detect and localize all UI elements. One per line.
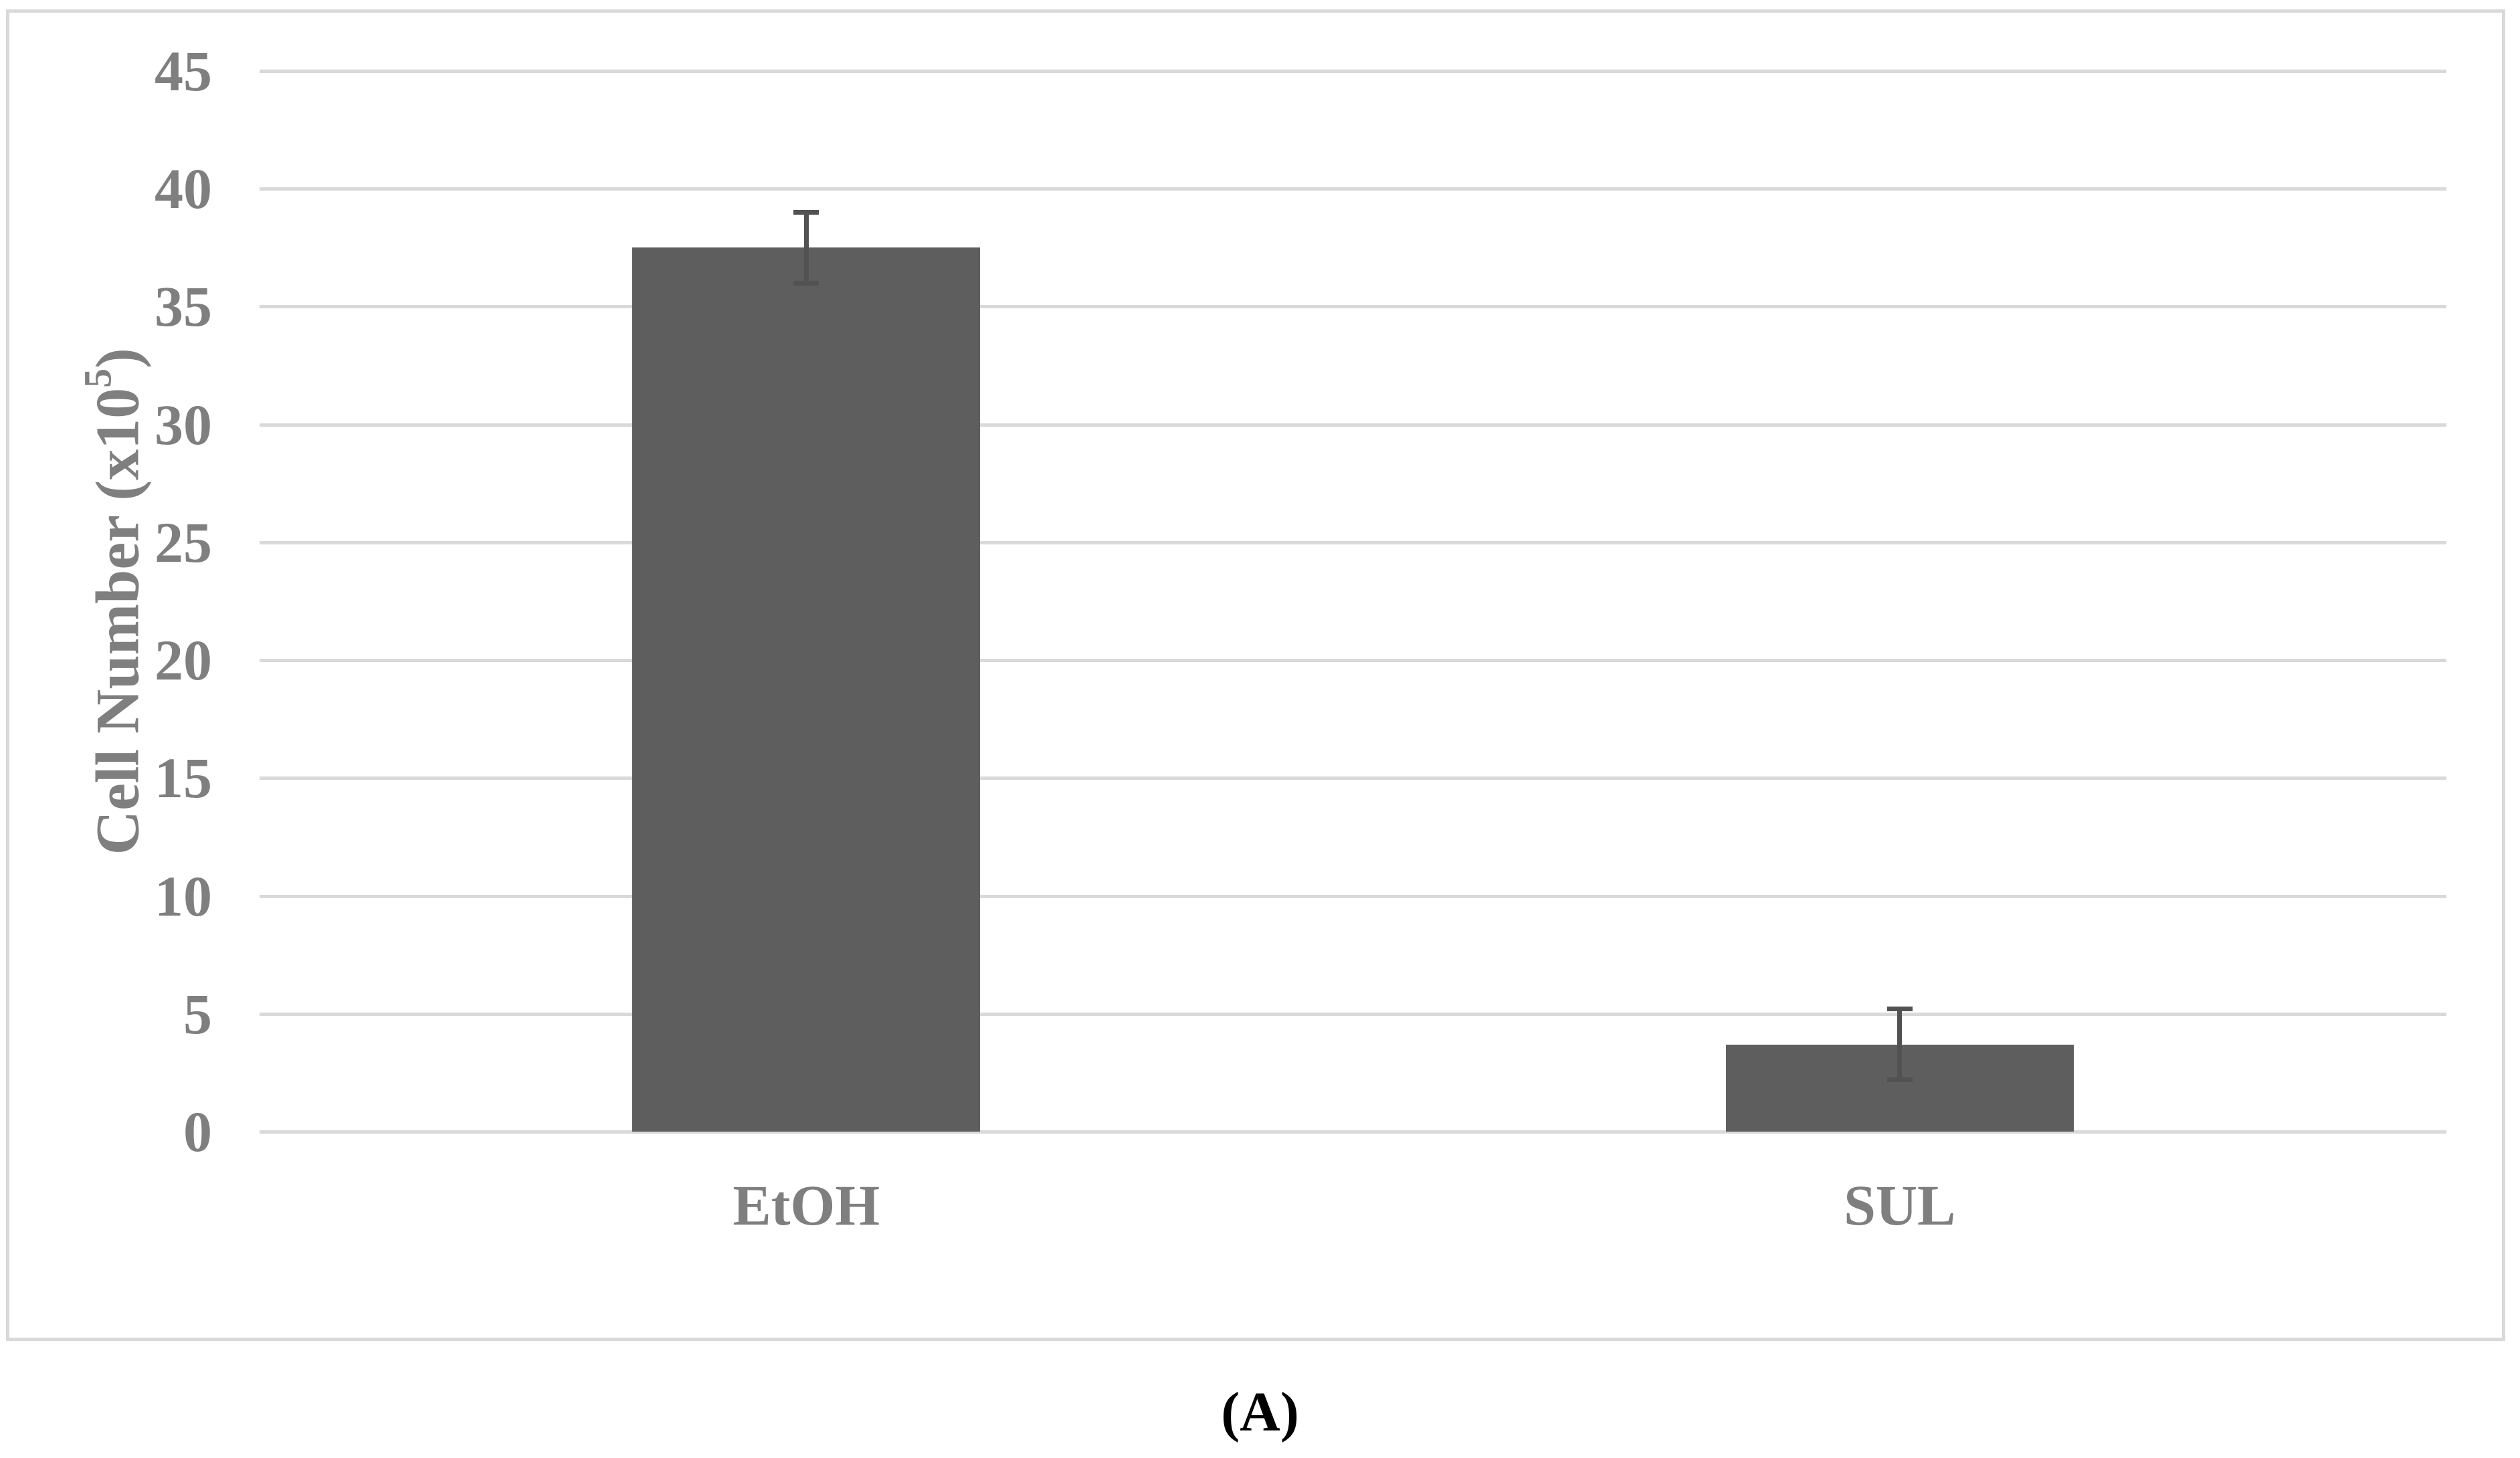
gridline — [260, 305, 2446, 309]
y-tick-label: 0 — [183, 1100, 212, 1164]
error-bar-top-cap-SUL — [1886, 1007, 1913, 1012]
y-tick-label: 25 — [155, 510, 212, 575]
gridline — [260, 776, 2446, 780]
y-tick-label: 45 — [155, 39, 212, 103]
gridline — [260, 1012, 2446, 1016]
gridline — [260, 659, 2446, 663]
gridline — [260, 540, 2446, 544]
y-tick-label: 15 — [155, 746, 212, 811]
y-tick-label: 35 — [155, 274, 212, 339]
x-category-label-EtOH: EtOH — [733, 1173, 880, 1237]
bar-EtOH — [632, 247, 981, 1132]
chart-frame — [6, 9, 2505, 1341]
y-tick-label: 5 — [183, 981, 212, 1046]
gridline — [260, 187, 2446, 191]
error-bar-line-SUL — [1897, 1009, 1903, 1080]
y-tick-label: 10 — [155, 863, 212, 928]
error-bar-line-EtOH — [803, 212, 809, 284]
figure-caption: (A) — [1221, 1381, 1299, 1443]
error-bar-bottom-cap-EtOH — [793, 280, 819, 286]
y-axis-title: Cell Number (x105) — [64, 71, 171, 1132]
gridline — [260, 1130, 2446, 1134]
y-tick-label: 40 — [155, 157, 212, 221]
y-tick-label: 30 — [155, 392, 212, 457]
y-tick-label: 20 — [155, 628, 212, 693]
gridline — [260, 423, 2446, 427]
gridline — [260, 894, 2446, 898]
error-bar-bottom-cap-SUL — [1886, 1077, 1913, 1082]
x-category-label-SUL: SUL — [1844, 1173, 1956, 1237]
y-axis-title-suffix: ) — [83, 347, 152, 369]
y-axis-title-superscript: 5 — [76, 368, 120, 388]
error-bar-top-cap-EtOH — [793, 209, 819, 215]
gridline — [260, 70, 2446, 73]
